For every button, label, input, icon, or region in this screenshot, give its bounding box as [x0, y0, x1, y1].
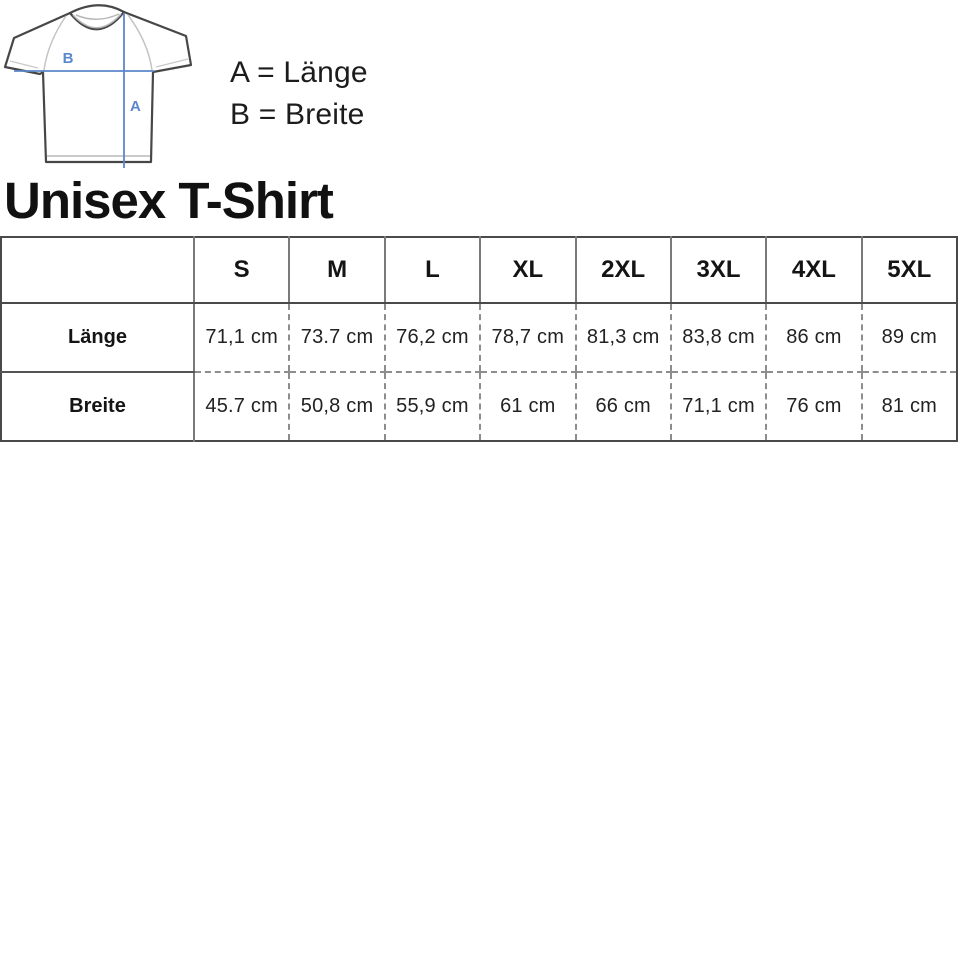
size-value-cell: 89 cm: [860, 303, 957, 373]
size-value-cell: 66 cm: [574, 372, 671, 441]
measure-legend: A = Länge B = Breite: [230, 52, 368, 136]
legend-line-b: B = Breite: [230, 98, 365, 131]
size-table: S M L XL 2XL 3XL 4XL 5XL Länge 71,1 cm 7…: [0, 236, 958, 442]
size-value-cell: 81,3 cm: [574, 303, 671, 373]
size-value-cell: 86 cm: [765, 303, 862, 373]
right-sleeve-seam: [127, 14, 153, 71]
page-title: Unisex T-Shirt: [4, 172, 334, 229]
size-value-cell: 73.7 cm: [288, 303, 385, 373]
right-sleeve-stitch: [155, 58, 189, 68]
size-column-header: 2XL: [574, 237, 671, 304]
left-sleeve-seam: [43, 15, 67, 71]
size-value-cell: 50,8 cm: [288, 372, 385, 441]
collar-front-line: [68, 10, 126, 31]
collar-back-seam: [75, 13, 120, 20]
legend-line-a: A = Länge: [230, 56, 368, 89]
size-value-cell: 76 cm: [765, 372, 862, 441]
size-column-header: L: [383, 237, 481, 304]
size-value-cell: 71,1 cm: [192, 303, 290, 373]
size-value-cell: 83,8 cm: [669, 303, 767, 373]
row-label: Länge: [1, 303, 194, 373]
size-column-header: M: [288, 237, 385, 304]
size-column-header: 5XL: [860, 237, 957, 304]
size-value-cell: 71,1 cm: [669, 372, 767, 441]
row-label: Breite: [1, 372, 194, 441]
tshirt-diagram: B A: [2, 0, 202, 174]
size-value-cell: 78,7 cm: [479, 303, 576, 373]
length-label-a: A: [130, 98, 141, 115]
size-column-header: 3XL: [669, 237, 767, 304]
left-sleeve-stitch: [9, 60, 39, 69]
size-value-cell: 61 cm: [479, 372, 576, 441]
size-column-header: S: [192, 237, 290, 304]
size-column-header: XL: [479, 237, 576, 304]
collar-inner-seam: [72, 13, 122, 29]
size-header-row: S M L XL 2XL 3XL 4XL 5XL: [1, 237, 957, 304]
size-value-cell: 81 cm: [860, 372, 957, 441]
table-row-breite: Breite 45.7 cm 50,8 cm 55,9 cm 61 cm 66 …: [1, 372, 957, 441]
size-value-cell: 55,9 cm: [383, 372, 481, 441]
tshirt-illustration: B A: [3, 4, 193, 168]
corner-cell: [1, 237, 194, 304]
size-value-cell: 76,2 cm: [383, 303, 481, 373]
size-column-header: 4XL: [765, 237, 862, 304]
table-row-laenge: Länge 71,1 cm 73.7 cm 76,2 cm 78,7 cm 81…: [1, 303, 957, 373]
size-value-cell: 45.7 cm: [192, 372, 290, 441]
width-label-b: B: [63, 50, 74, 67]
